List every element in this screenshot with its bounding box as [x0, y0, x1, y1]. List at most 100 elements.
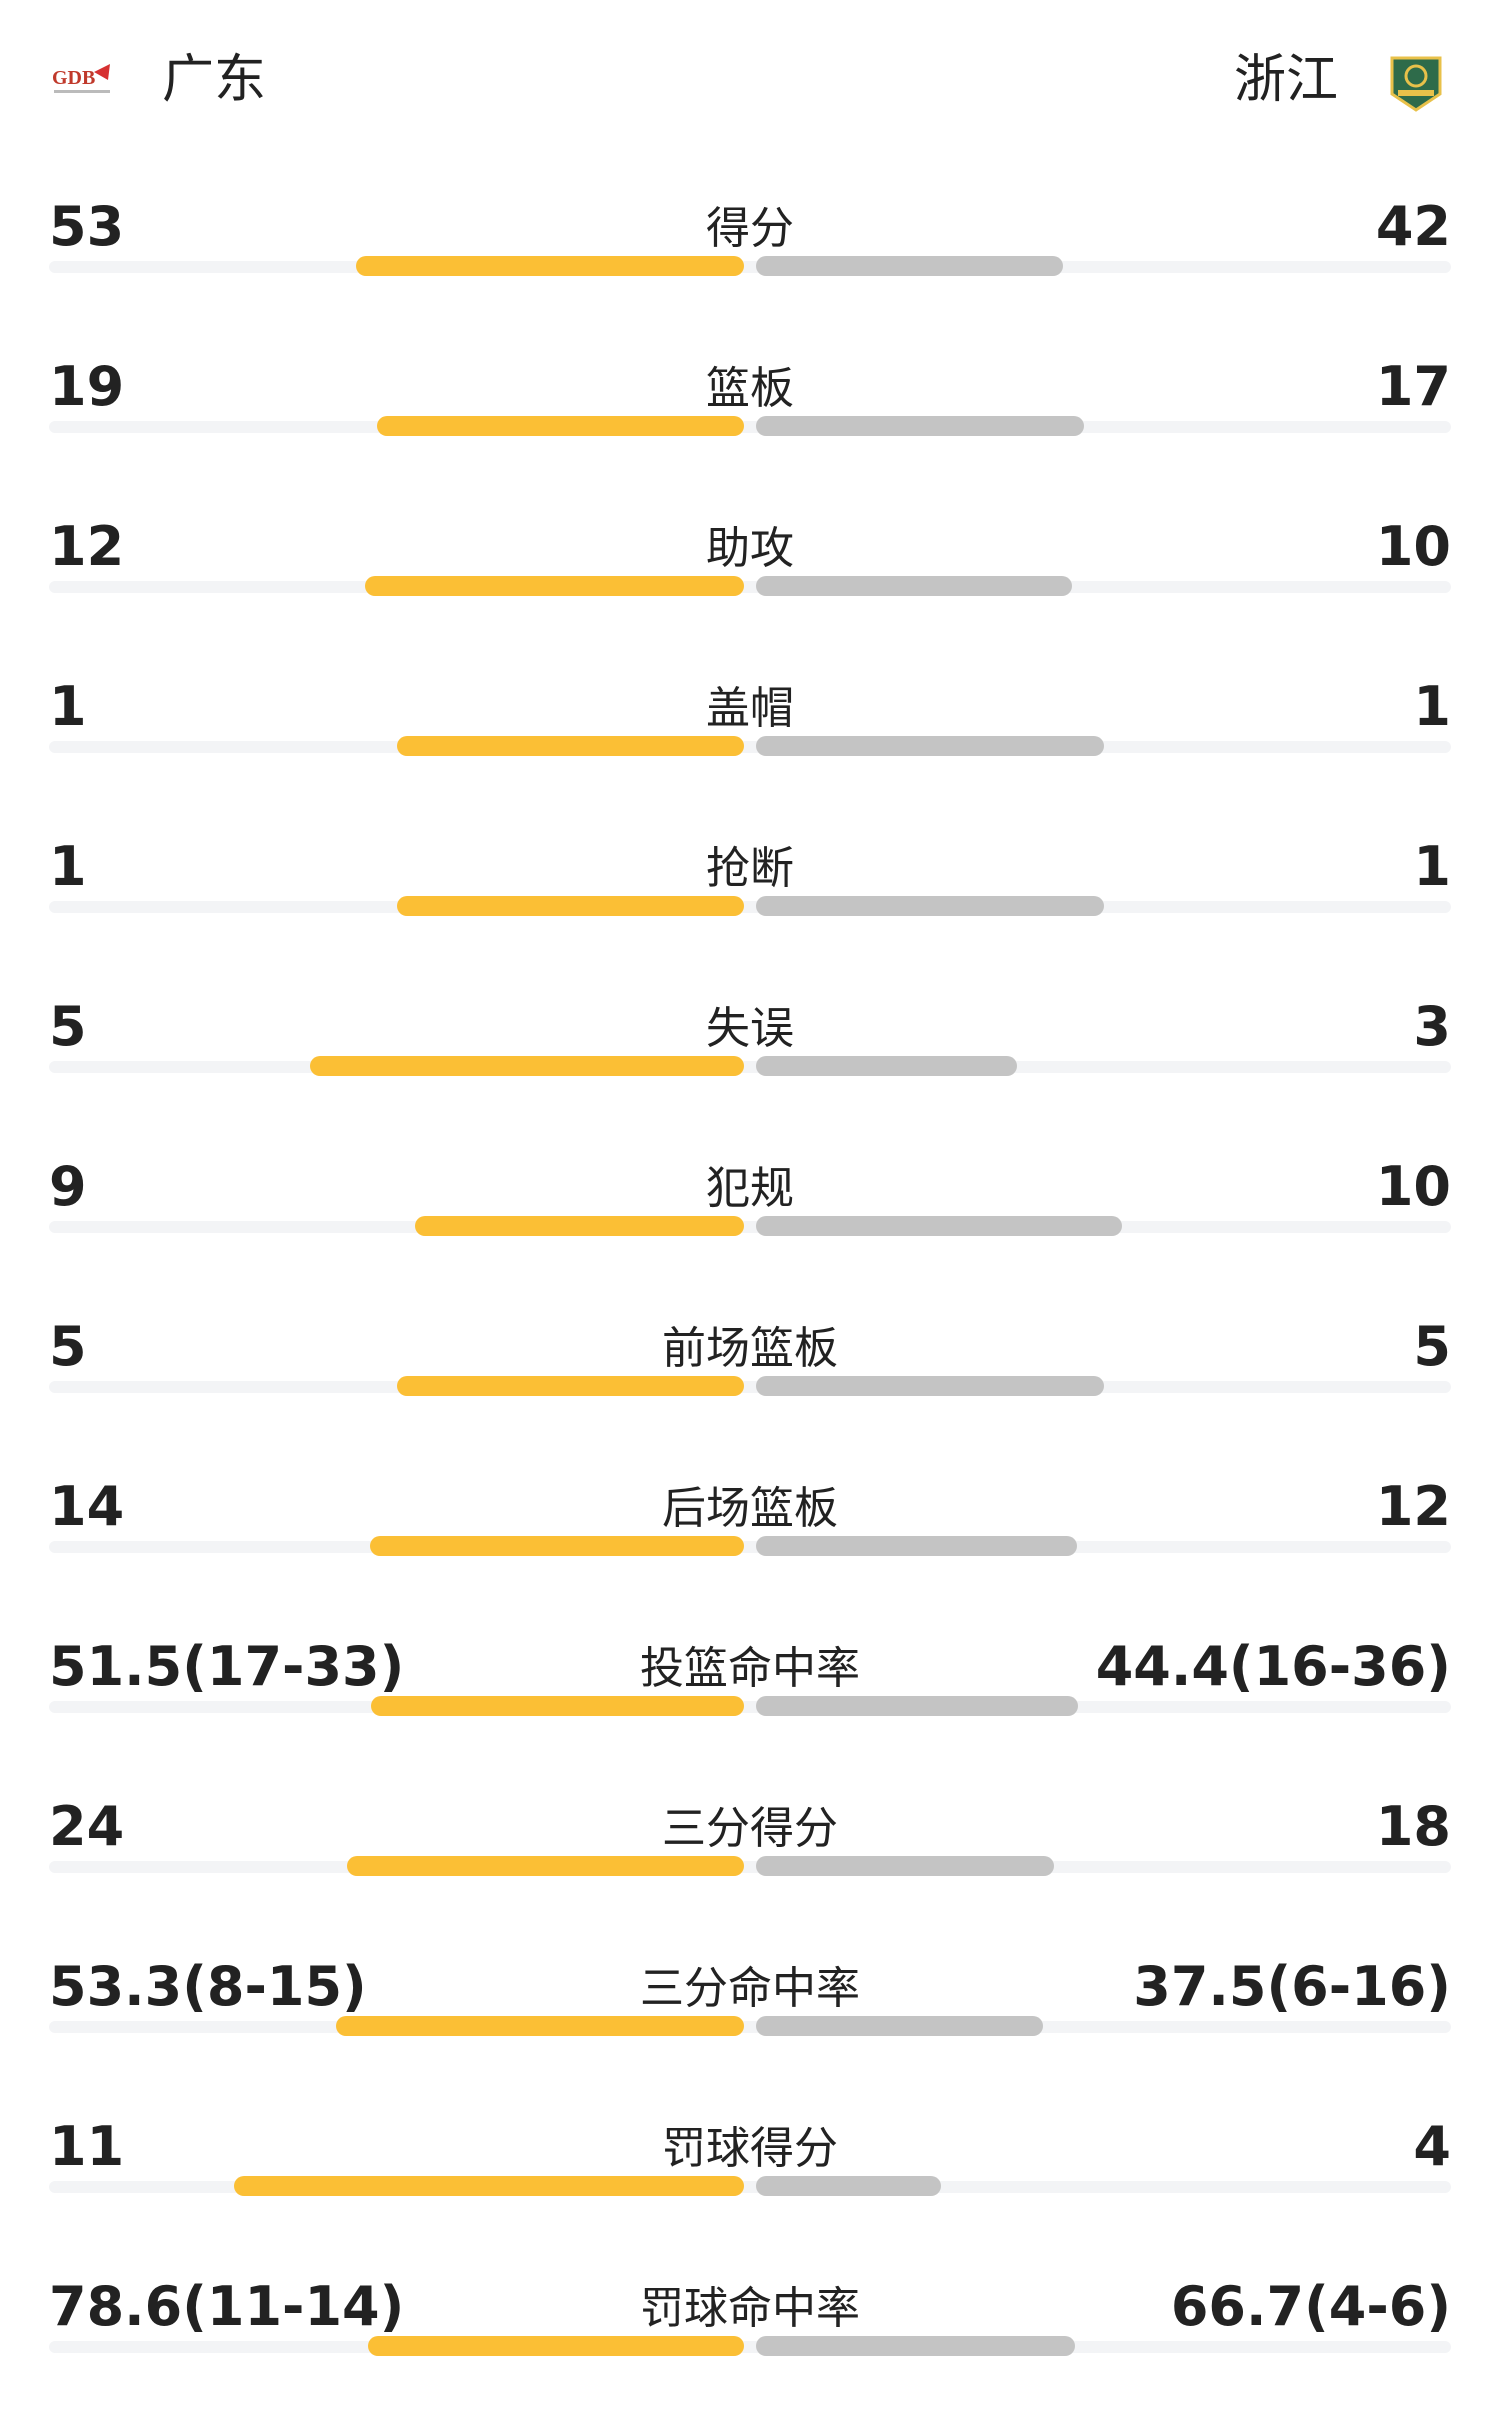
away-value: 18 [1375, 1795, 1451, 1858]
stat-row: 53.3(8-15) 37.5(6-16) 三分命中率 [0, 1955, 1500, 2115]
away-bar [756, 2016, 1044, 2036]
bar-track [49, 1381, 1451, 1393]
away-logo [1390, 56, 1442, 112]
stat-row: 24 18 三分得分 [0, 1795, 1500, 1955]
stat-label: 抢断 [706, 843, 794, 894]
stat-label: 后场篮板 [662, 1483, 838, 1534]
home-value: 24 [49, 1795, 125, 1858]
home-value: 5 [49, 995, 87, 1058]
away-bar [756, 896, 1104, 916]
home-team: 广东 [162, 50, 267, 110]
home-value: 14 [49, 1475, 125, 1538]
away-value: 44.4(16-36) [1095, 1635, 1451, 1698]
bar-track [49, 421, 1451, 433]
stat-row: 14 12 后场篮板 [0, 1475, 1500, 1635]
away-bar [756, 576, 1072, 596]
away-value: 10 [1375, 515, 1451, 578]
home-bar [368, 2336, 744, 2356]
stat-label: 投篮命中率 [640, 1643, 860, 1694]
svg-text:GDB: GDB [52, 67, 95, 89]
stat-row: 5 3 失误 [0, 995, 1500, 1155]
bar-track [49, 581, 1451, 593]
home-bar [370, 1696, 744, 1716]
stat-label: 三分命中率 [640, 1963, 860, 2014]
home-value: 19 [49, 355, 125, 418]
home-bar [309, 1056, 744, 1076]
bar-track [49, 261, 1451, 273]
away-value: 42 [1375, 195, 1451, 258]
home-value: 11 [49, 2115, 125, 2178]
home-value: 51.5(17-33) [49, 1635, 405, 1698]
bar-track [49, 741, 1451, 753]
home-value: 53 [49, 195, 125, 258]
home-bar [396, 896, 744, 916]
away-bar [756, 1696, 1078, 1716]
home-value: 1 [49, 675, 87, 738]
stat-label: 罚球得分 [662, 2123, 838, 2174]
away-bar [756, 1536, 1077, 1556]
away-value: 4 [1413, 2115, 1451, 2178]
stat-row: 19 17 篮板 [0, 355, 1500, 515]
stat-label: 前场篮板 [662, 1323, 838, 1374]
stat-row: 12 10 助攻 [0, 515, 1500, 675]
stat-row: 11 4 罚球得分 [0, 2115, 1500, 2275]
stat-label: 得分 [706, 203, 794, 254]
stat-row: 78.6(11-14) 66.7(4-6) 罚球命中率 [0, 2275, 1500, 2435]
away-value: 5 [1413, 1315, 1451, 1378]
away-value: 66.7(4-6) [1170, 2275, 1451, 2338]
bar-track [49, 901, 1451, 913]
home-bar [336, 2016, 744, 2036]
stat-label: 失误 [706, 1003, 794, 1054]
away-bar [756, 1376, 1104, 1396]
bar-track [49, 1861, 1451, 1873]
away-bar [756, 1056, 1017, 1076]
home-bar [369, 1536, 744, 1556]
home-value: 53.3(8-15) [49, 1955, 367, 2018]
away-value: 12 [1375, 1475, 1451, 1538]
stat-row: 9 10 犯规 [0, 1155, 1500, 1315]
away-bar [756, 1856, 1054, 1876]
stat-label: 三分得分 [662, 1803, 838, 1854]
stat-label: 助攻 [706, 523, 794, 574]
away-bar [756, 736, 1104, 756]
home-bar [396, 1376, 744, 1396]
home-bar [364, 576, 744, 596]
bar-track [49, 2021, 1451, 2033]
away-bar [756, 2336, 1076, 2356]
away-bar [756, 256, 1064, 276]
away-value: 1 [1413, 675, 1451, 738]
bar-track [49, 1701, 1451, 1713]
away-value: 1 [1413, 835, 1451, 898]
home-value: 5 [49, 1315, 87, 1378]
home-bar [377, 416, 744, 436]
stat-row: 1 1 抢断 [0, 835, 1500, 995]
away-value: 17 [1375, 355, 1451, 418]
stat-label: 犯规 [706, 1163, 794, 1214]
away-value: 10 [1375, 1155, 1451, 1218]
home-value: 9 [49, 1155, 87, 1218]
away-bar [756, 2176, 942, 2196]
stat-row: 1 1 盖帽 [0, 675, 1500, 835]
home-bar [396, 736, 744, 756]
home-bar [234, 2176, 744, 2196]
stat-row: 51.5(17-33) 44.4(16-36) 投篮命中率 [0, 1635, 1500, 1795]
home-value: 12 [49, 515, 125, 578]
stat-label: 罚球命中率 [640, 2283, 860, 2334]
home-bar [346, 1856, 744, 1876]
away-team: 浙江 [1233, 50, 1338, 110]
away-value: 37.5(6-16) [1133, 1955, 1451, 2018]
away-value: 3 [1413, 995, 1451, 1058]
bar-track [49, 1541, 1451, 1553]
home-bar [356, 256, 744, 276]
stat-label: 盖帽 [706, 683, 794, 734]
bar-track [49, 2341, 1451, 2353]
bar-track [49, 1221, 1451, 1233]
away-bar [756, 416, 1085, 436]
bar-track [49, 1061, 1451, 1073]
stat-row: 5 5 前场篮板 [0, 1315, 1500, 1475]
home-value: 78.6(11-14) [49, 2275, 405, 2338]
away-bar [756, 1216, 1122, 1236]
home-value: 1 [49, 835, 87, 898]
home-logo: GDB [52, 64, 110, 93]
